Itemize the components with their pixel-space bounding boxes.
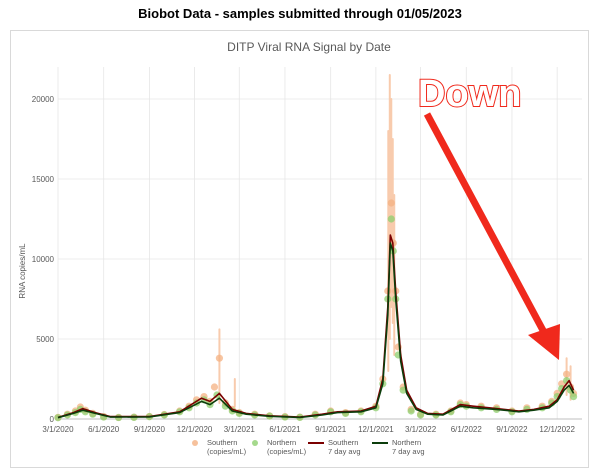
x-tick-label: 3/1/2021 [224,425,256,434]
legend-marker-southern [192,440,198,446]
y-tick-labels: 0 5000 10000 15000 20000 [32,95,55,424]
x-tick-label: 9/1/2022 [496,425,528,434]
y-tick-label: 0 [50,415,55,424]
x-tick-label: 9/1/2021 [315,425,347,434]
average-lines [57,234,575,419]
y-tick-label: 20000 [32,95,55,104]
data-points [54,199,578,422]
southern-point [387,199,395,207]
legend-label: Southern [328,438,358,447]
x-tick-label: 3/1/2020 [42,425,74,434]
x-tick-label: 6/1/2022 [451,425,483,434]
legend-item: Southern(copies/mL) [192,438,247,456]
southern-point [210,383,219,391]
y-tick-label: 10000 [32,255,55,264]
legend-label: Northern [267,438,296,447]
northern-point [221,402,229,410]
legend-label: Northern [392,438,421,447]
y-axis-title: RNA copies/mL [18,243,27,299]
southern-avg-line [57,234,575,419]
northern-point [54,414,62,422]
southern-point [215,354,224,362]
legend-item: Northern(copies/mL) [252,438,307,456]
northern-avg-line [57,242,575,419]
chart: DITP Viral RNA Signal by Date RNA copies… [18,40,582,456]
x-tick-label: 12/1/2021 [358,425,394,434]
legend-marker-northern [252,440,258,446]
northern-point [407,407,415,415]
chart-title: DITP Viral RNA Signal by Date [227,40,391,54]
legend-label: 7 day avg [328,447,361,456]
legend: Southern(copies/mL)Northern(copies/mL)So… [192,438,425,456]
x-tick-labels: 3/1/2020 6/1/2020 9/1/2020 12/1/2020 3/1/202… [42,425,575,434]
legend-label: (copies/mL) [267,447,307,456]
southern-point [563,370,571,378]
y-tick-label: 15000 [32,175,55,184]
legend-label: Southern [207,438,237,447]
chart-frame: DITP Viral RNA Signal by Date RNA copies… [10,30,589,468]
page-title: Biobot Data - samples submitted through … [138,6,462,21]
legend-label: (copies/mL) [207,447,247,456]
y-tick-label: 5000 [36,335,54,344]
x-tick-label: 6/1/2020 [88,425,120,434]
x-tick-label: 12/1/2020 [177,425,213,434]
x-tick-label: 6/1/2021 [269,425,301,434]
x-tick-label: 12/1/2022 [539,425,575,434]
northern-point [387,215,395,223]
northern-point [416,411,425,419]
legend-label: 7 day avg [392,447,425,456]
grid-lines [57,67,582,420]
northern-point [569,393,578,401]
x-tick-label: 3/1/2022 [405,425,437,434]
x-tick-label: 9/1/2020 [134,425,166,434]
